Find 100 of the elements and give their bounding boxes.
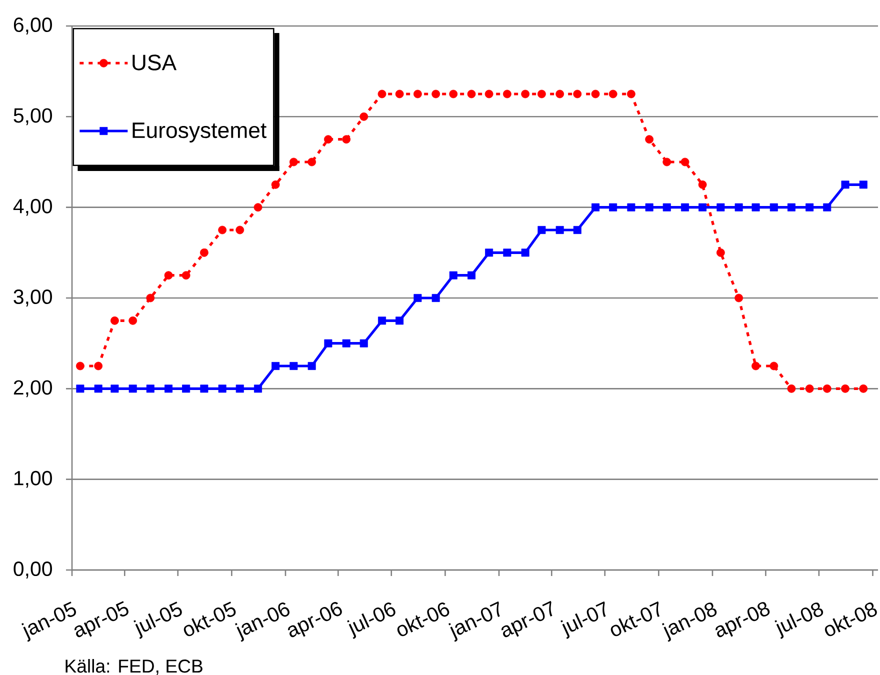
point bbox=[573, 90, 582, 98]
point bbox=[360, 112, 368, 121]
y-tick-label: 3,00 bbox=[14, 290, 52, 306]
point bbox=[110, 384, 119, 393]
point bbox=[859, 384, 868, 393]
text: Källa: FED, ECB bbox=[66, 659, 202, 675]
point bbox=[254, 384, 262, 393]
point bbox=[521, 248, 530, 257]
point bbox=[608, 90, 618, 98]
point bbox=[146, 294, 155, 302]
point bbox=[200, 384, 208, 393]
point bbox=[662, 203, 671, 212]
x-tick-label: okt-08 bbox=[824, 602, 877, 636]
point bbox=[236, 384, 244, 393]
point bbox=[787, 203, 796, 212]
point bbox=[182, 271, 190, 280]
point bbox=[360, 339, 368, 348]
legend-label: USA bbox=[132, 54, 177, 70]
point bbox=[805, 384, 814, 393]
legend-label: Eurosystemet bbox=[132, 122, 266, 142]
point bbox=[537, 90, 546, 98]
point bbox=[308, 158, 316, 166]
point bbox=[591, 203, 600, 212]
point bbox=[752, 362, 760, 370]
point bbox=[342, 135, 351, 144]
point bbox=[236, 226, 244, 234]
point bbox=[787, 384, 796, 393]
point bbox=[538, 226, 546, 234]
point bbox=[449, 271, 458, 280]
point bbox=[432, 294, 440, 302]
point bbox=[378, 90, 386, 98]
point bbox=[503, 248, 512, 257]
point bbox=[308, 362, 316, 370]
point bbox=[289, 158, 298, 166]
point bbox=[414, 294, 422, 302]
point bbox=[396, 316, 404, 325]
point bbox=[680, 203, 689, 212]
point bbox=[272, 362, 280, 370]
point bbox=[413, 90, 422, 98]
point bbox=[378, 316, 386, 325]
y-tick-label: 5,00 bbox=[14, 108, 52, 126]
point bbox=[752, 203, 760, 212]
point bbox=[218, 226, 227, 234]
point bbox=[627, 203, 636, 212]
y-tick-label: 2,00 bbox=[14, 380, 52, 398]
point bbox=[254, 203, 262, 212]
y-tick-label: 4,00 bbox=[13, 198, 52, 216]
point bbox=[128, 316, 138, 325]
point bbox=[770, 203, 778, 212]
point bbox=[556, 90, 564, 98]
point bbox=[76, 384, 84, 393]
point bbox=[128, 384, 137, 393]
point bbox=[698, 180, 707, 189]
point bbox=[485, 248, 494, 257]
point bbox=[110, 316, 119, 325]
point bbox=[609, 203, 618, 212]
point bbox=[556, 226, 564, 234]
point bbox=[164, 271, 173, 280]
point bbox=[200, 248, 208, 257]
point bbox=[841, 384, 850, 393]
point bbox=[573, 226, 582, 234]
point bbox=[432, 90, 440, 98]
point bbox=[734, 294, 743, 302]
point bbox=[502, 90, 512, 98]
point bbox=[218, 384, 226, 393]
point bbox=[467, 90, 476, 98]
point bbox=[716, 203, 725, 212]
point bbox=[164, 384, 173, 393]
point bbox=[680, 158, 690, 166]
point bbox=[484, 90, 494, 98]
point bbox=[591, 90, 600, 98]
point bbox=[467, 271, 476, 280]
point bbox=[645, 135, 654, 144]
point bbox=[449, 90, 458, 98]
point bbox=[770, 362, 778, 370]
point bbox=[94, 384, 102, 393]
y-tick-label: 6,00 bbox=[14, 18, 52, 34]
point bbox=[94, 362, 103, 370]
point bbox=[716, 248, 725, 257]
point bbox=[290, 362, 298, 370]
point bbox=[146, 384, 154, 393]
point bbox=[822, 384, 832, 393]
point bbox=[806, 203, 814, 212]
point bbox=[698, 203, 707, 212]
x-tick-label: okt-06 bbox=[397, 602, 450, 636]
y-tick-label: 0,00 bbox=[14, 562, 52, 578]
point bbox=[662, 158, 672, 166]
y-tick-label: 1,00 bbox=[14, 470, 52, 488]
point bbox=[521, 90, 530, 98]
point bbox=[342, 339, 350, 348]
point bbox=[859, 180, 868, 189]
point bbox=[626, 90, 636, 98]
point bbox=[324, 135, 332, 144]
point bbox=[271, 180, 280, 189]
point bbox=[395, 90, 404, 98]
point bbox=[734, 203, 743, 212]
point bbox=[823, 203, 832, 212]
point bbox=[182, 384, 190, 393]
point bbox=[324, 339, 332, 348]
point bbox=[76, 362, 84, 370]
